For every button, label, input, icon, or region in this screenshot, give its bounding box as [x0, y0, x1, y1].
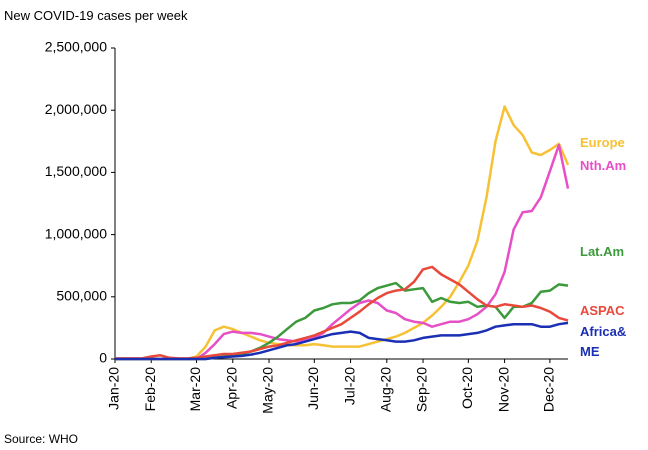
chart-title: New COVID-19 cases per week: [4, 8, 188, 23]
x-tick-label: Mar-20: [187, 367, 203, 412]
legend-label: Lat.Am: [580, 244, 625, 259]
x-tick-label: Dec-20: [541, 367, 557, 412]
y-tick-label: 0: [99, 350, 107, 366]
x-tick-label: Jul-20: [341, 367, 357, 405]
x-tick-label: Jan-20: [106, 367, 122, 410]
y-tick-label: 1,500,000: [45, 163, 107, 179]
x-tick-label: Apr-20: [223, 367, 239, 409]
x-tick-label: May-20: [260, 367, 276, 414]
legend-label: ASPAC: [580, 303, 625, 318]
x-tick-label: Jun-20: [305, 367, 321, 410]
legend-label: Nth.Am: [580, 158, 627, 173]
source-note: Source: WHO: [4, 432, 79, 446]
y-tick-label: 2,500,000: [45, 39, 107, 55]
x-tick-label: Aug-20: [378, 367, 394, 412]
x-tick-label: Oct-20: [459, 367, 475, 409]
y-tick-label: 2,000,000: [45, 101, 107, 117]
x-tick-label: Feb-20: [142, 367, 158, 412]
legend-label: Africa& ME: [580, 324, 627, 359]
y-tick-label: 1,000,000: [45, 225, 107, 241]
x-tick-label: Sep-20: [414, 367, 430, 412]
series-line: [115, 105, 570, 361]
x-tick-label: Nov-20: [495, 367, 511, 412]
legend-label: Europe: [580, 135, 625, 150]
series-line: [115, 321, 569, 361]
y-tick-label: 500,000: [56, 288, 107, 304]
